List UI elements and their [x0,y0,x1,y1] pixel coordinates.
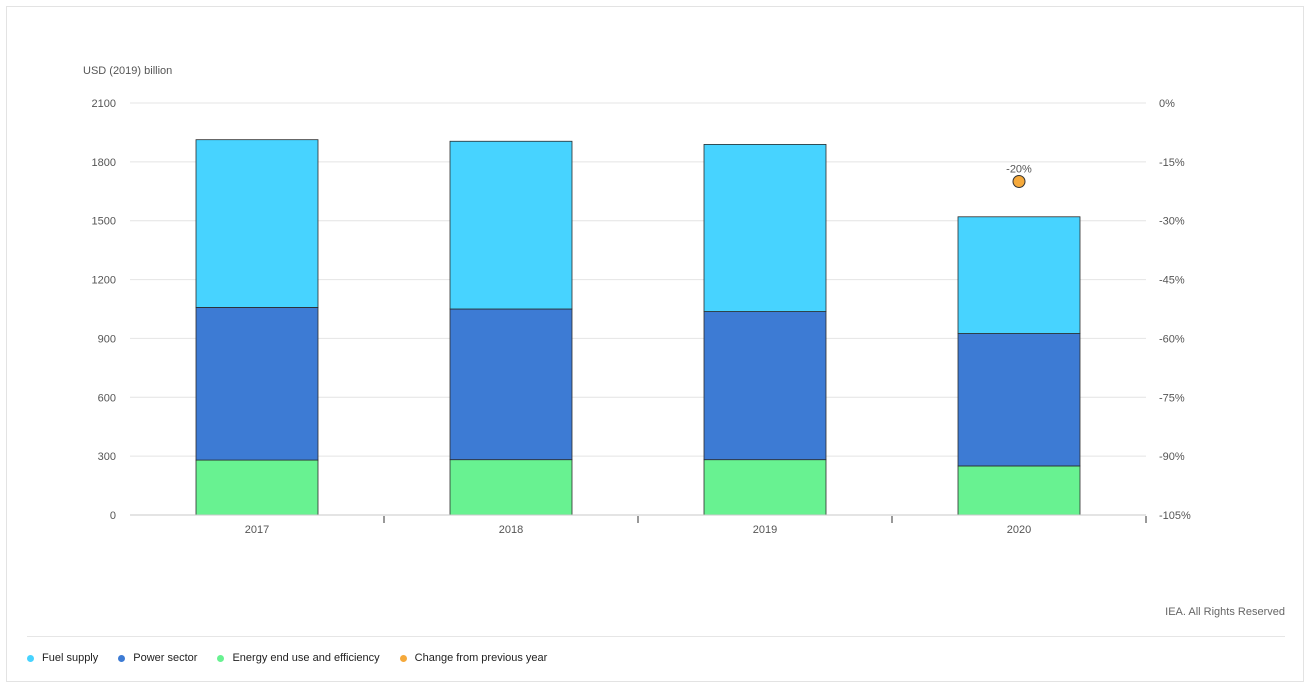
legend-dot-icon [217,654,225,662]
legend-dot-icon [27,654,34,662]
legend-item[interactable]: Change from previous year [399,652,548,664]
x-tick-label: 2019 [753,524,777,536]
bar-segment [703,143,827,312]
chart-frame [6,6,1304,682]
y2-tick-label: -90% [1159,451,1185,463]
y-tick-label: 1200 [92,275,116,287]
bar-segment [703,459,827,516]
bar-segment [195,307,319,461]
change-data-label: -20% [1006,163,1032,175]
legend-item[interactable]: Fuel supply [27,652,98,664]
copyright-text: IEA. All Rights Reserved [1165,606,1285,618]
bar-segment [195,139,319,308]
bar-segment [957,333,1081,467]
y-axis-unit-label: USD (2019) billion [83,65,172,77]
y2-tick-label: -30% [1159,216,1185,228]
legend-label: Fuel supply [42,652,99,664]
legend-item[interactable]: Power sector [118,652,197,664]
legend-label: Energy end use and efficiency [232,652,380,664]
bar-segment [957,465,1081,516]
bars [195,139,1081,516]
y2-tick-label: -15% [1159,157,1185,169]
change-marker [1012,174,1026,188]
y-tick-label: 600 [98,392,116,404]
y-tick-label: 1500 [92,216,116,228]
legend-dot-icon [118,654,126,662]
x-tick-label: 2018 [499,524,523,536]
y2-tick-label: 0% [1159,98,1175,110]
bar-segment [195,459,319,516]
legend: Fuel supply Power sector Energy end use an… [27,652,547,664]
y2-tick-label: -105% [1159,510,1191,522]
y-tick-label: 900 [98,333,116,345]
chart-canvas: USD (2019) billion 0 300 600 900 1200 1500 180… [83,65,1192,536]
bar-segment [449,140,573,310]
x-tick-label: 2020 [1007,524,1031,536]
legend-divider [27,636,1285,637]
legend-label: Power sector [133,652,198,664]
bar-segment [449,308,573,461]
bar-segment [957,216,1081,334]
bar-segment [703,311,827,461]
y-tick-label: 0 [110,510,116,522]
bar-segment [449,459,573,516]
y2-tick-label: -60% [1159,333,1185,345]
legend-dot-icon [399,654,407,662]
x-tick-label: 2017 [245,524,269,536]
y-tick-label: 2100 [92,98,116,110]
legend-item[interactable]: Energy end use and efficiency [217,652,380,664]
axes: 0 300 600 900 1200 1500 1800 2100 -105% -90% -75% -… [92,98,1192,536]
y2-tick-label: -45% [1159,275,1185,287]
change-markers: -20% [1006,163,1032,188]
y-tick-label: 1800 [92,157,116,169]
legend-label: Change from previous year [414,652,548,664]
y-tick-label: 300 [98,451,116,463]
y2-tick-label: -75% [1159,392,1185,404]
